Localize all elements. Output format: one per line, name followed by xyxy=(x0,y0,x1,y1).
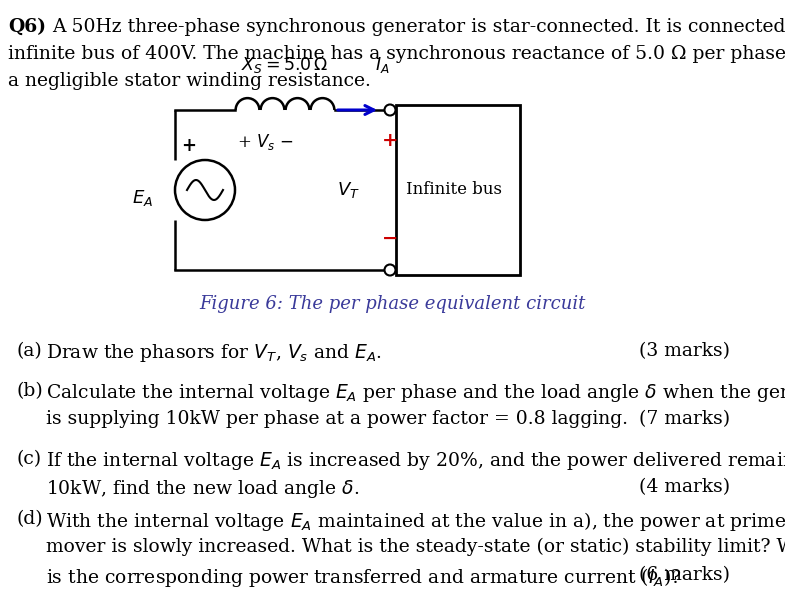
Text: Figure 6: The per phase equivalent circuit: Figure 6: The per phase equivalent circu… xyxy=(199,295,585,313)
Text: −: − xyxy=(382,230,398,248)
Text: infinite bus of 400V. The machine has a synchronous reactance of 5.0 Ω per phase: infinite bus of 400V. The machine has a … xyxy=(8,45,785,63)
Text: (7 marks): (7 marks) xyxy=(639,410,730,428)
Text: $I_A$: $I_A$ xyxy=(374,55,389,75)
Text: (b): (b) xyxy=(16,382,42,400)
Text: Q6): Q6) xyxy=(8,18,46,36)
Text: +: + xyxy=(181,137,196,155)
Text: (3 marks): (3 marks) xyxy=(639,342,730,360)
Text: Infinite bus: Infinite bus xyxy=(406,182,502,198)
Text: With the internal voltage $E_A$ maintained at the value in a), the power at prim: With the internal voltage $E_A$ maintain… xyxy=(46,510,785,533)
Text: A 50Hz three-phase synchronous generator is star-connected. It is connected to a: A 50Hz three-phase synchronous generator… xyxy=(52,18,785,36)
Text: (6 marks): (6 marks) xyxy=(639,566,730,584)
Text: is the corresponding power transferred and armature current ($I_A$)?: is the corresponding power transferred a… xyxy=(46,566,681,589)
Text: is supplying 10kW per phase at a power factor = 0.8 lagging.: is supplying 10kW per phase at a power f… xyxy=(46,410,628,428)
Text: $E_A$: $E_A$ xyxy=(133,188,154,208)
Text: (c): (c) xyxy=(16,450,41,468)
Text: (d): (d) xyxy=(16,510,42,528)
Text: 10kW, find the new load angle $\delta$.: 10kW, find the new load angle $\delta$. xyxy=(46,478,360,500)
Circle shape xyxy=(385,265,396,276)
Text: (4 marks): (4 marks) xyxy=(639,478,730,496)
Text: If the internal voltage $E_A$ is increased by 20%, and the power delivered remai: If the internal voltage $E_A$ is increas… xyxy=(46,450,785,472)
Text: +: + xyxy=(382,132,398,150)
Text: a negligible stator winding resistance.: a negligible stator winding resistance. xyxy=(8,72,371,90)
Text: + $V_s$ $-$: + $V_s$ $-$ xyxy=(237,132,294,152)
Text: $V_T$: $V_T$ xyxy=(337,180,360,200)
Bar xyxy=(396,105,520,275)
Circle shape xyxy=(175,160,235,220)
Text: $X_S = 5.0\,\Omega$: $X_S = 5.0\,\Omega$ xyxy=(241,55,329,75)
Text: (a): (a) xyxy=(16,342,42,360)
Text: mover is slowly increased. What is the steady-state (or static) stability limit?: mover is slowly increased. What is the s… xyxy=(46,538,785,556)
Text: Draw the phasors for $V_T$, $V_s$ and $E_A$.: Draw the phasors for $V_T$, $V_s$ and $E… xyxy=(46,342,382,364)
Circle shape xyxy=(385,104,396,115)
Text: Calculate the internal voltage $E_A$ per phase and the load angle $\delta$ when : Calculate the internal voltage $E_A$ per… xyxy=(46,382,785,404)
